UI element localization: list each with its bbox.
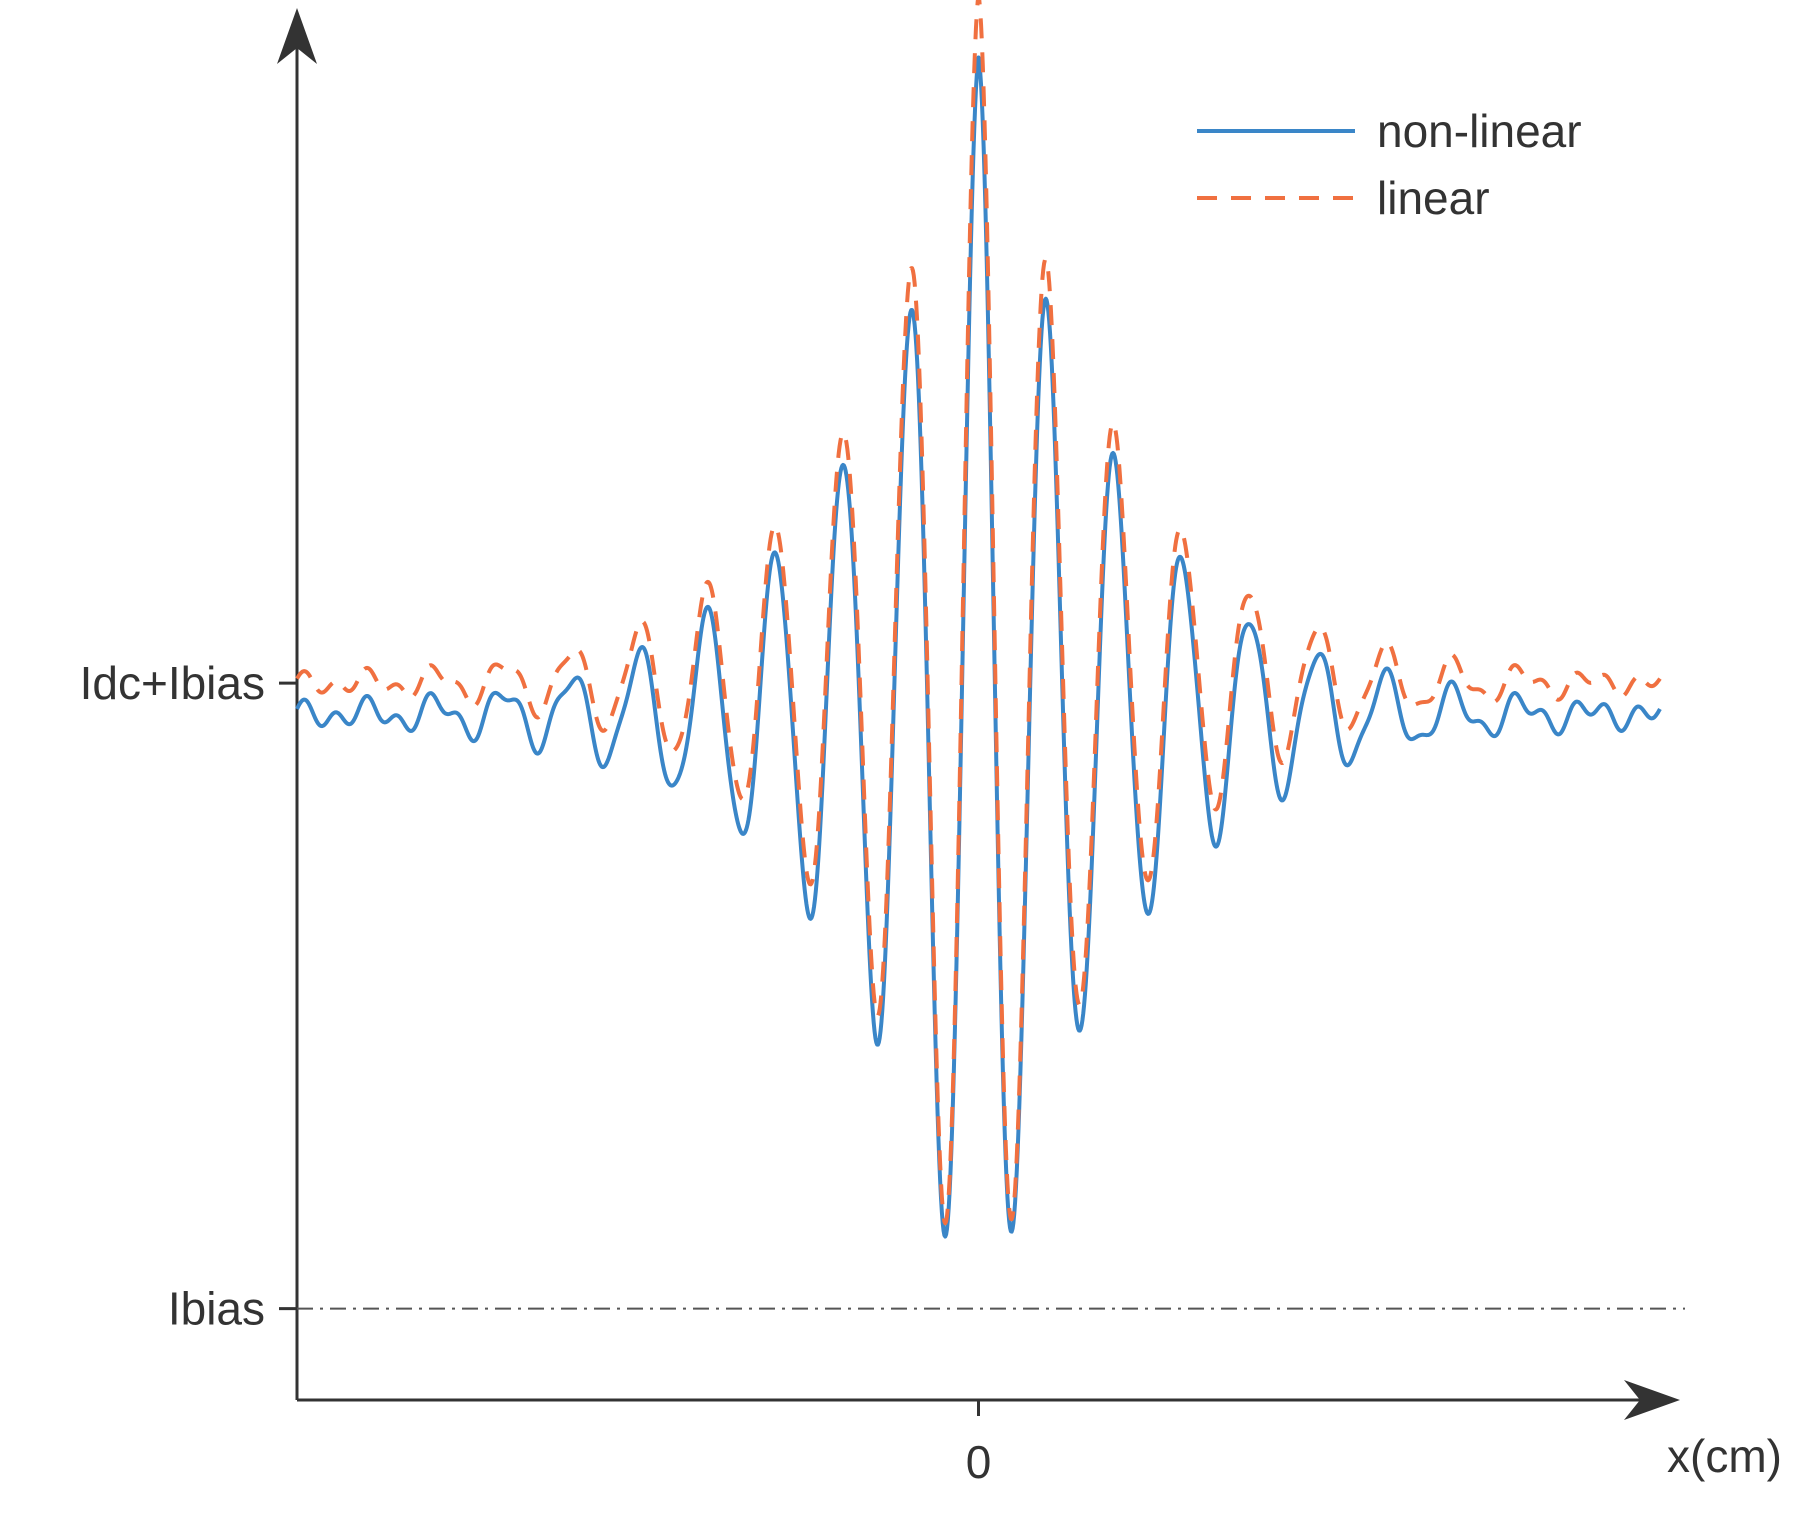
legend: non-linear linear — [1197, 105, 1582, 224]
series-line-linear — [295, 0, 1662, 1226]
legend-label-non-linear: non-linear — [1377, 105, 1582, 157]
y-tick-label-0: Ibias — [168, 1283, 265, 1335]
x-axis-arrow-icon — [1624, 1380, 1680, 1420]
series-line-non-linear — [295, 55, 1662, 1239]
x-axis-label: x(cm) — [1667, 1430, 1782, 1482]
ticks-layer: Ibias Idc+Ibias 0 — [80, 657, 992, 1488]
legend-label-linear: linear — [1377, 172, 1490, 224]
y-axis-arrow-icon — [277, 8, 317, 64]
y-tick-label-1: Idc+Ibias — [80, 657, 265, 709]
x-tick-label-0: 0 — [966, 1436, 992, 1488]
series-layer — [295, 0, 1662, 1239]
